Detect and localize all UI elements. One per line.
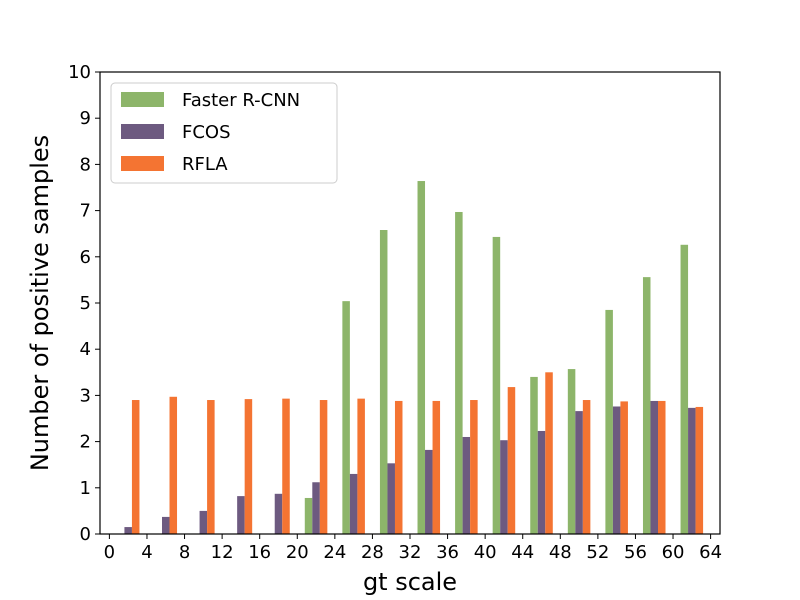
bar-fcos-10 xyxy=(199,510,208,534)
bar-fcos-58 xyxy=(650,400,658,534)
bar-fcos-62 xyxy=(688,407,696,534)
x-tick-label: 64 xyxy=(699,542,722,563)
x-tick-label: 24 xyxy=(323,542,346,563)
x-tick-label: 4 xyxy=(141,542,152,563)
x-axis-label: gt scale xyxy=(363,568,457,596)
bar-rfla-6 xyxy=(169,396,178,534)
bar-rfla-26 xyxy=(357,398,365,534)
legend-frame xyxy=(110,82,338,184)
bar-faster-r-cnn-50 xyxy=(567,369,576,534)
y-axis-label: Number of positive samples xyxy=(26,135,54,471)
y-tick-label: 5 xyxy=(80,293,91,314)
y-tick-label: 1 xyxy=(80,478,91,499)
y-tick-label: 8 xyxy=(80,154,91,175)
bar-fcos-30 xyxy=(387,463,395,534)
bar-rfla-2 xyxy=(131,400,140,534)
bar-fcos-6 xyxy=(162,516,170,534)
x-axis: 0 4 8 12 16 20 24 28 32 36 40 44 48 52 56 60 64 xyxy=(104,534,722,563)
bar-faster-r-cnn-30 xyxy=(379,230,388,534)
x-tick-label: 52 xyxy=(586,542,609,563)
x-tick-label: 20 xyxy=(286,542,309,563)
bar-faster-r-cnn-34 xyxy=(417,181,426,535)
legend-swatch-rfla xyxy=(121,156,164,171)
bar-fcos-38 xyxy=(462,436,471,534)
bar-rfla-62 xyxy=(695,406,704,534)
bar-fcos-46 xyxy=(537,430,546,534)
bar-rfla-18 xyxy=(282,398,290,534)
x-tick-label: 48 xyxy=(549,542,572,563)
legend-swatch-faster-r-cnn xyxy=(121,92,164,107)
bar-rfla-42 xyxy=(507,387,516,534)
x-tick-label: 8 xyxy=(179,542,190,563)
bar-fcos-18 xyxy=(274,493,283,534)
bar-rfla-22 xyxy=(319,400,328,534)
bar-fcos-34 xyxy=(425,449,433,534)
x-tick-label: 44 xyxy=(511,542,534,563)
bar-faster-r-cnn-22 xyxy=(304,497,313,534)
x-tick-label: 12 xyxy=(211,542,234,563)
bar-faster-r-cnn-42 xyxy=(492,236,501,534)
x-tick-label: 16 xyxy=(248,542,271,563)
bar-fcos-54 xyxy=(612,406,621,534)
bar-faster-r-cnn-46 xyxy=(530,376,538,534)
y-tick-label: 4 xyxy=(80,339,91,360)
y-tick-label: 6 xyxy=(80,247,91,268)
x-tick-label: 0 xyxy=(104,542,115,563)
legend-label-faster-r-cnn: Faster R-CNN xyxy=(182,90,300,111)
bar-rfla-10 xyxy=(207,400,215,534)
bar-rfla-58 xyxy=(658,400,666,534)
y-tick-label: 2 xyxy=(80,432,91,453)
x-tick-label: 56 xyxy=(624,542,647,563)
y-tick-label: 0 xyxy=(80,524,91,545)
bar-fcos-42 xyxy=(500,440,508,534)
x-tick-label: 36 xyxy=(436,542,459,563)
x-tick-label: 28 xyxy=(361,542,384,563)
bar-fcos-14 xyxy=(237,496,245,534)
bar-rfla-14 xyxy=(244,399,253,534)
bar-faster-r-cnn-58 xyxy=(642,277,651,534)
y-tick-label: 9 xyxy=(80,108,91,129)
bars-layer xyxy=(124,181,704,535)
legend: Faster R-CNN FCOS RFLA xyxy=(110,82,338,184)
legend-label-fcos: FCOS xyxy=(182,122,231,143)
bar-rfla-38 xyxy=(470,400,478,534)
bar-faster-r-cnn-26 xyxy=(342,301,350,534)
bar-fcos-50 xyxy=(575,411,583,534)
bar-rfla-30 xyxy=(394,400,403,534)
bar-rfla-34 xyxy=(432,400,441,534)
legend-label-rfla: RFLA xyxy=(182,154,228,175)
bar-fcos-2 xyxy=(124,527,132,534)
x-tick-label: 32 xyxy=(399,542,422,563)
bar-fcos-26 xyxy=(349,473,358,534)
x-tick-label: 40 xyxy=(474,542,497,563)
bar-rfla-46 xyxy=(545,372,553,534)
y-axis: 0 1 2 3 4 5 6 7 8 9 10 xyxy=(68,62,100,545)
bar-faster-r-cnn-38 xyxy=(455,211,463,534)
y-tick-label: 10 xyxy=(68,62,91,83)
bar-rfla-54 xyxy=(620,401,628,534)
legend-swatch-fcos xyxy=(121,124,164,139)
bar-fcos-22 xyxy=(312,482,320,534)
y-tick-label: 3 xyxy=(80,385,91,406)
y-tick-label: 7 xyxy=(80,201,91,222)
bar-faster-r-cnn-54 xyxy=(605,309,613,534)
bar-faster-r-cnn-62 xyxy=(680,244,689,534)
bar-rfla-50 xyxy=(582,400,591,534)
x-tick-label: 60 xyxy=(662,542,685,563)
